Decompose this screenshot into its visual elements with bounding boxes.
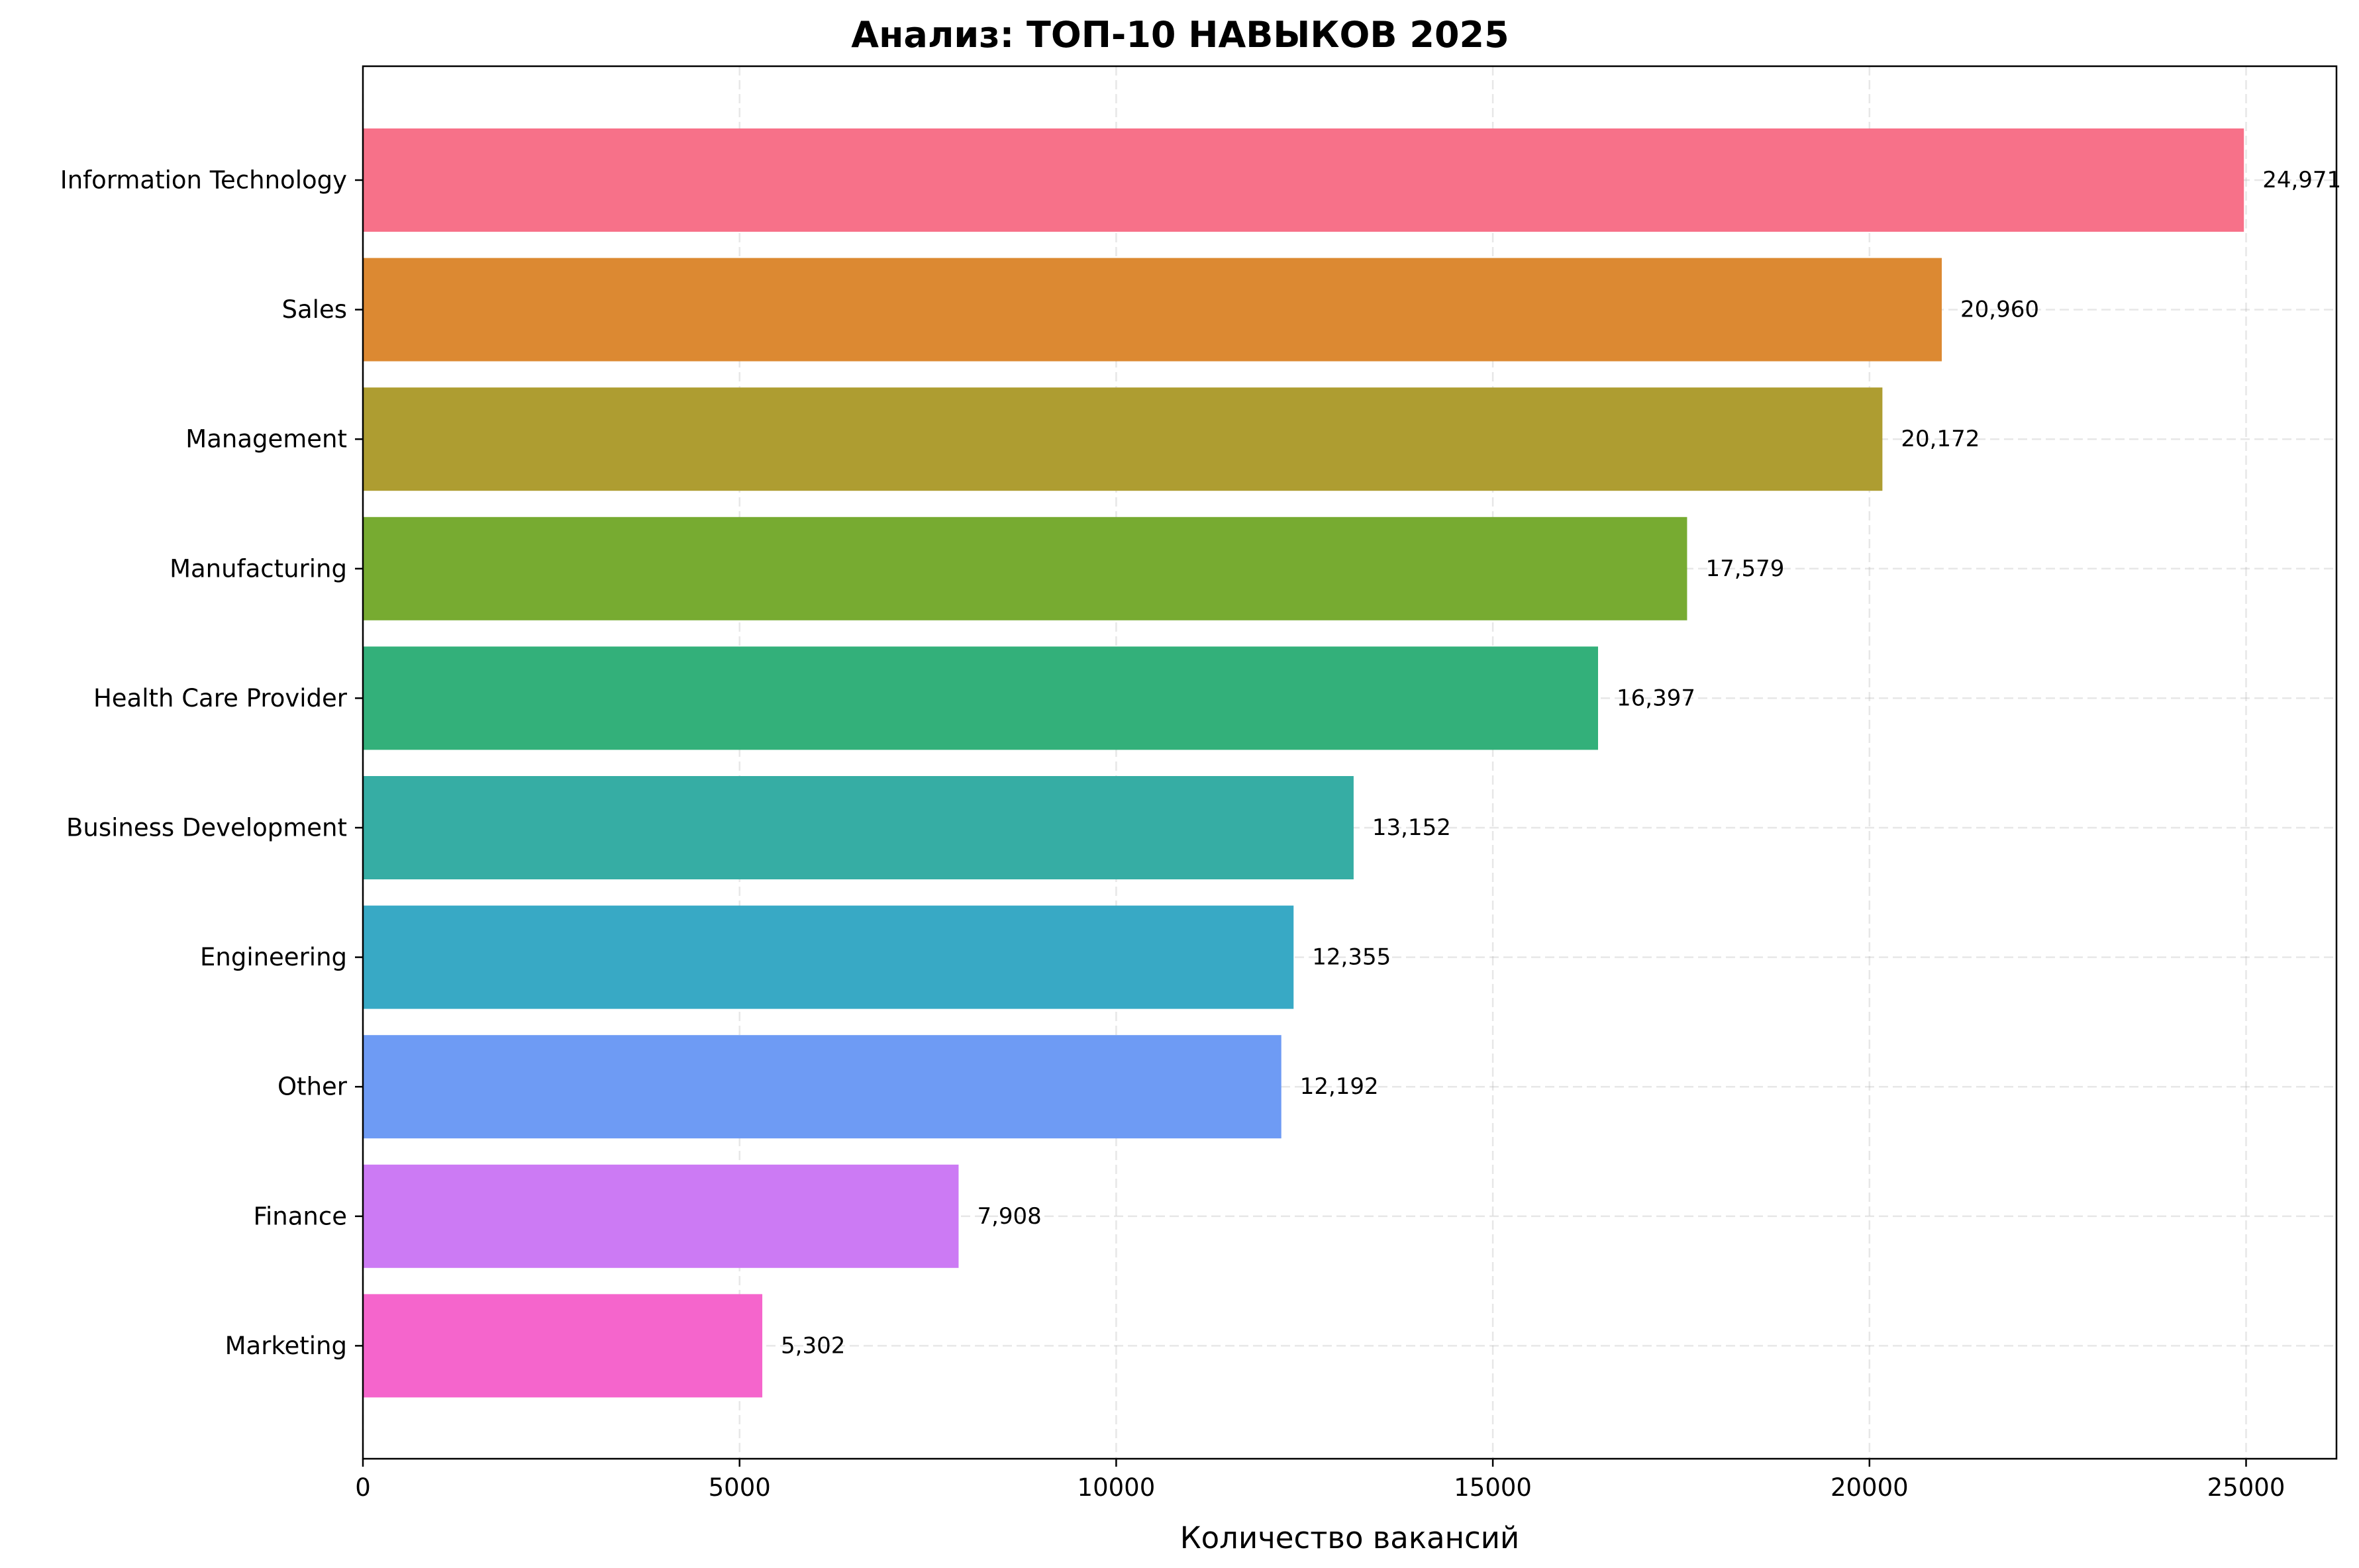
y-tick-label: Engineering	[200, 943, 347, 971]
bar-value-label: 5,302	[781, 1332, 845, 1359]
x-tick-label: 15000	[1454, 1473, 1532, 1502]
bar-value-label: 17,579	[1705, 556, 1784, 582]
bar	[363, 776, 1354, 879]
bar-value-label: 12,355	[1312, 944, 1391, 971]
x-tick-label: 5000	[709, 1473, 771, 1502]
plot-frame	[362, 65, 2338, 1460]
y-tick-label: Information Technology	[60, 166, 347, 195]
y-tick-label: Business Development	[66, 814, 347, 842]
bar	[363, 1164, 959, 1268]
bar	[363, 646, 1599, 750]
x-tick-label: 25000	[2207, 1473, 2285, 1502]
bar-value-label: 20,172	[1901, 426, 1980, 452]
bar-value-label: 13,152	[1372, 814, 1451, 841]
chart-title: Анализ: ТОП-10 НАВЫКОВ 2025	[851, 14, 1509, 56]
y-axis-ticks: Information Technology Sales Management Man…	[60, 166, 363, 1360]
bar	[363, 516, 1687, 620]
bar	[363, 905, 1294, 1009]
y-tick-label: Finance	[253, 1202, 347, 1230]
data-labels: 24,971 20,960 20,172 17,579 16,397 13,152 12,3…	[781, 167, 2341, 1359]
y-tick-label: Other	[277, 1073, 348, 1101]
bar	[363, 387, 1883, 491]
x-tick-label: 20000	[1831, 1473, 1909, 1502]
bar	[363, 1035, 1281, 1139]
y-tick-label: Health Care Provider	[93, 684, 348, 712]
bar	[363, 1294, 763, 1398]
x-axis-label: Количество вакансий	[1180, 1520, 1520, 1555]
bar-value-label: 24,971	[2262, 167, 2341, 193]
x-tick-label: 0	[355, 1473, 371, 1502]
bar-value-label: 20,960	[1960, 297, 2039, 323]
x-axis-ticks: 0 5000 10000 15000 20000 25000	[355, 1459, 2285, 1502]
bars	[363, 128, 2244, 1398]
bar	[363, 258, 1942, 362]
y-tick-label: Marketing	[225, 1332, 347, 1360]
bar-value-label: 12,192	[1300, 1073, 1379, 1100]
y-tick-label: Manufacturing	[170, 554, 347, 583]
y-tick-label: Management	[185, 425, 347, 454]
bar-value-label: 16,397	[1617, 685, 1695, 711]
x-tick-label: 10000	[1078, 1473, 1156, 1502]
bar-value-label: 7,908	[977, 1203, 1041, 1230]
bar	[363, 128, 2244, 232]
y-tick-label: Sales	[282, 295, 347, 324]
